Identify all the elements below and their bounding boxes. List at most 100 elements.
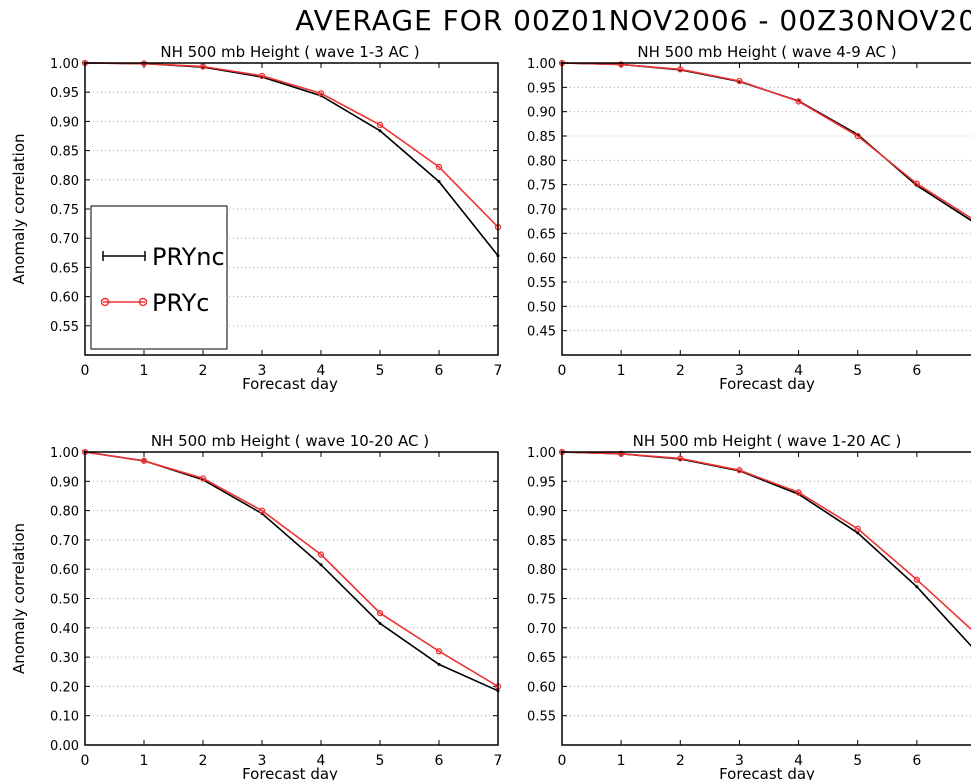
y-tick-label: 0.75 (527, 593, 556, 608)
y-tick-label: 1.00 (527, 57, 556, 72)
x-tick-label: 2 (199, 753, 208, 769)
y-tick-label: 0.70 (527, 203, 556, 218)
y-tick-label: 1.00 (50, 57, 79, 72)
x-tick-label: 0 (81, 363, 90, 379)
x-tick-label: 3 (735, 753, 744, 769)
y-tick-label: 0.00 (50, 739, 79, 754)
y-tick-label: 0.55 (527, 276, 556, 291)
x-tick-label: 4 (317, 363, 326, 379)
x-tick-label: 7 (494, 363, 503, 379)
data-point-PRYc (258, 72, 266, 79)
y-tick-label: 0.65 (50, 261, 79, 276)
y-tick-label: 0.85 (527, 534, 556, 549)
data-point-PRYc (435, 648, 443, 655)
data-point-PRYc (736, 77, 743, 85)
data-point-PRYnc (437, 180, 441, 184)
x-tick-label: 6 (912, 753, 921, 769)
y-tick-label: 0.80 (50, 505, 79, 520)
x-tick-label: 6 (912, 363, 921, 379)
data-point-PRYc (795, 489, 802, 496)
y-tick-label: 0.30 (50, 651, 79, 666)
series-line-PRYnc (84, 451, 499, 692)
y-tick-label: 0.55 (527, 710, 556, 725)
y-tick-label: 1.00 (527, 446, 556, 461)
data-point-PRYc (199, 63, 207, 70)
x-tick-label: 0 (558, 753, 567, 769)
x-axis-label-background (717, 767, 818, 780)
y-tick-label: 0.40 (50, 622, 79, 637)
plot-frame (84, 62, 499, 356)
data-point-PRYc (317, 551, 325, 558)
chart-title-background (148, 432, 432, 450)
y-tick-label: 0.60 (50, 291, 79, 306)
legend-label-PRYnc: PRYnc (152, 243, 225, 271)
y-tick-label: 0.70 (50, 534, 79, 549)
data-point-PRYnc (378, 129, 382, 133)
data-point-PRYnc (378, 621, 382, 625)
data-point-PRYnc (437, 662, 441, 666)
chart-title: NH 500 mb Height ( wave 4-9 AC ) (637, 43, 896, 61)
y-tick-label: 0.75 (527, 179, 556, 194)
x-tick-label: 1 (140, 363, 149, 379)
x-tick-label: 7 (494, 753, 503, 769)
data-point-PRYc (913, 180, 921, 187)
data-point-PRYc (854, 525, 861, 532)
x-tick-label: 4 (794, 363, 803, 379)
chart-panel-3: 0.00 0.10 0.20 0.30 0.40 0.50 0.60 0.70 0.80 0.90… (10, 432, 502, 780)
y-tick-label: 0.90 (527, 505, 556, 520)
legend-box (90, 205, 228, 350)
x-tick-label: 2 (676, 753, 685, 769)
data-point-PRYc (376, 610, 384, 617)
y-tick-label: 0.90 (50, 475, 79, 490)
y-tick-label: 0.95 (527, 475, 556, 490)
data-point-PRYc (854, 132, 861, 140)
legend-label-PRYc: PRYc (152, 289, 209, 317)
y-tick-label: 0.20 (50, 680, 79, 695)
x-tick-label: 2 (199, 363, 208, 379)
data-point-PRYc (617, 61, 625, 68)
series-line-PRYnc (561, 451, 971, 647)
x-tick-label: 5 (376, 363, 385, 379)
y-tick-label: 0.45 (527, 325, 556, 340)
x-tick-label: 6 (435, 363, 444, 379)
chart-title-background (630, 432, 904, 450)
chart-panel-2: 0.45 0.50 0.55 0.60 0.65 0.70 0.75 0.80 0.85 0.90… (527, 43, 971, 393)
y-axis-label: Anomaly correlation (10, 523, 28, 674)
data-point-PRYc (677, 455, 684, 462)
x-tick-label: 1 (617, 363, 626, 379)
x-tick-label: 1 (140, 753, 149, 769)
legend-marker-PRYc (138, 297, 148, 307)
chart-title-background (635, 43, 899, 61)
y-tick-label: 0.65 (527, 227, 556, 242)
y-tick-label: 0.50 (50, 593, 79, 608)
data-point-PRYc (376, 121, 384, 129)
y-tick-label: 0.65 (527, 651, 556, 666)
data-point-PRYnc (915, 585, 919, 589)
data-point-PRYnc (319, 563, 323, 567)
y-tick-label: 0.70 (527, 622, 556, 637)
series-line-PRYc (84, 451, 499, 688)
y-axis-label: Anomaly correlation (10, 133, 28, 284)
x-axis-label: Forecast day (242, 375, 338, 393)
data-point-PRYc (317, 90, 325, 97)
x-tick-label: 3 (258, 363, 267, 379)
x-tick-label: 2 (676, 363, 685, 379)
series-line-PRYc (561, 62, 971, 219)
y-tick-label: 0.60 (527, 680, 556, 695)
data-point-PRYc (913, 576, 921, 583)
x-tick-label: 5 (853, 753, 862, 769)
y-tick-label: 0.60 (50, 563, 79, 578)
chart-title-background (158, 43, 422, 61)
chart-panel-1: 0.55 0.60 0.65 0.70 0.75 0.80 0.85 0.90 0.95 1.00… (10, 43, 502, 393)
x-tick-label: 5 (376, 753, 385, 769)
x-tick-label: 0 (558, 363, 567, 379)
x-tick-label: 3 (735, 363, 744, 379)
x-axis-label-background (240, 767, 341, 780)
x-tick-label: 0 (81, 753, 90, 769)
x-tick-label: 1 (617, 753, 626, 769)
y-tick-label: 0.90 (50, 115, 79, 130)
y-tick-label: 0.95 (527, 81, 556, 96)
chart-title: NH 500 mb Height ( wave 1-3 AC ) (160, 43, 419, 61)
plot-frame (561, 62, 971, 356)
